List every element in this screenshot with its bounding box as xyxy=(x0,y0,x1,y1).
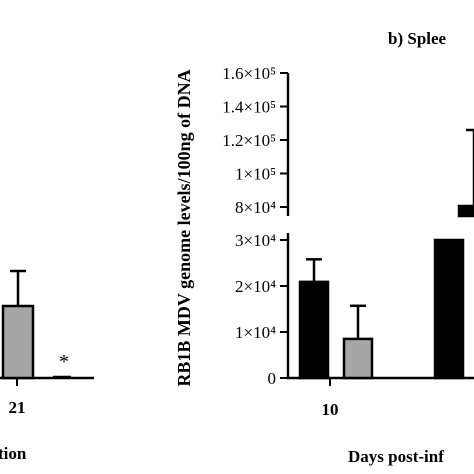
y-tick-label: 0 xyxy=(268,369,277,388)
x-axis-label: Days post-inf xyxy=(348,447,444,466)
bar xyxy=(433,238,465,380)
y-tick-label: 2×10⁴ xyxy=(235,277,276,296)
y-axis-label: RB1B MDV genome levels/100ng of DNA xyxy=(174,69,194,386)
bar xyxy=(298,280,330,380)
y-tick-label: 8×10⁴ xyxy=(235,198,276,217)
y-tick-label: 1×10⁵ xyxy=(235,165,276,184)
y-tick-label: 1.4×10⁵ xyxy=(222,98,276,117)
right-panel: b) Splee RB1B MDV genome levels/100ng of… xyxy=(174,29,474,466)
x-tick-label: 10 xyxy=(322,400,339,419)
y-tick-label: 1×10⁴ xyxy=(235,323,276,342)
bar xyxy=(1,304,35,380)
right-panel-marks xyxy=(298,128,474,380)
left-x-axis-label: tion xyxy=(0,444,27,463)
y-tick-label: 3×10⁴ xyxy=(235,231,276,250)
panel-title: b) Splee xyxy=(388,29,447,48)
right-axes: 0 1×10⁴ 2×10⁴ 3×10⁴ 8×10⁴ 1×10⁵ 1.2×10⁵ 1.4×10⁵… xyxy=(222,64,474,419)
y-tick-label: 1.6×10⁵ xyxy=(222,64,276,83)
y-tick-label: 1.2×10⁵ xyxy=(222,131,276,150)
significance-asterisk: * xyxy=(59,351,69,373)
bar-upper-piece xyxy=(457,204,474,218)
left-x-tick-label: 21 xyxy=(9,398,26,417)
left-panel: 21 tion * xyxy=(0,269,94,463)
bar xyxy=(342,337,374,380)
left-panel-marks xyxy=(1,269,71,380)
